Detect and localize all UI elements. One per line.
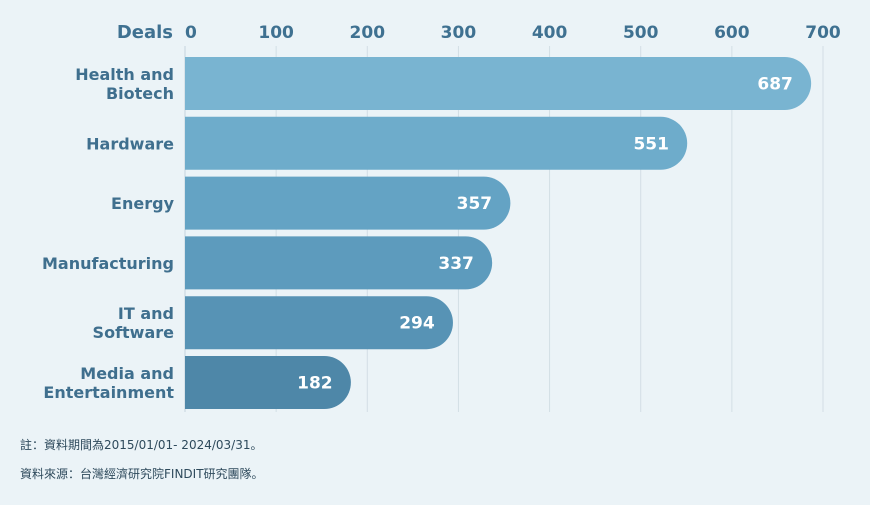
category-label-line: Energy [111,194,175,213]
value-label: 182 [297,374,333,394]
bar-3 [185,236,493,290]
bar-1 [185,116,688,170]
bar-5 [185,356,351,409]
x-tick-label: 0 [185,23,197,43]
x-tick-label: 300 [441,23,477,43]
bar-chart: 0 100 200 300 400 500 600 700 Deals 687 Health and… [42,22,841,412]
category-label: Health and Biotech [75,65,174,103]
x-axis-title: Deals [117,22,173,43]
bar-4 [185,296,453,350]
category-label: IT and Software [93,304,175,342]
bar-2 [185,176,511,230]
category-label: Manufacturing [42,254,174,273]
date-range-note: 註：資料期間為2015/01/01- 2024/03/31。 [20,438,263,452]
value-label: 337 [438,254,474,274]
category-label: Energy [111,194,175,213]
category-label-line: Hardware [86,134,174,153]
category-label: Hardware [86,134,174,153]
labels: 0 100 200 300 400 500 600 700 Deals 687 Health and… [42,22,841,402]
category-label: Media and Entertainment [43,364,174,402]
value-label: 357 [457,194,493,214]
bar-0 [185,57,812,110]
x-tick-label: 500 [623,23,659,43]
source-note: 資料來源：台灣經濟研究院FINDIT研究團隊。 [20,467,264,481]
x-tick-label: 700 [805,23,841,43]
x-tick-label: 600 [714,23,750,43]
category-label-line: Manufacturing [42,254,174,273]
value-label: 551 [633,134,669,154]
category-label-line: Media and [80,364,174,383]
category-label-line: Software [93,323,175,342]
category-label-line: Biotech [106,84,174,103]
value-label: 687 [757,75,793,95]
category-label-line: IT and [118,304,174,323]
value-label: 294 [399,314,435,334]
x-tick-label: 100 [258,23,294,43]
bars [185,57,812,409]
x-tick-label: 400 [532,23,568,43]
category-label-line: Entertainment [43,383,174,402]
category-label-line: Health and [75,65,174,84]
x-tick-label: 200 [350,23,386,43]
